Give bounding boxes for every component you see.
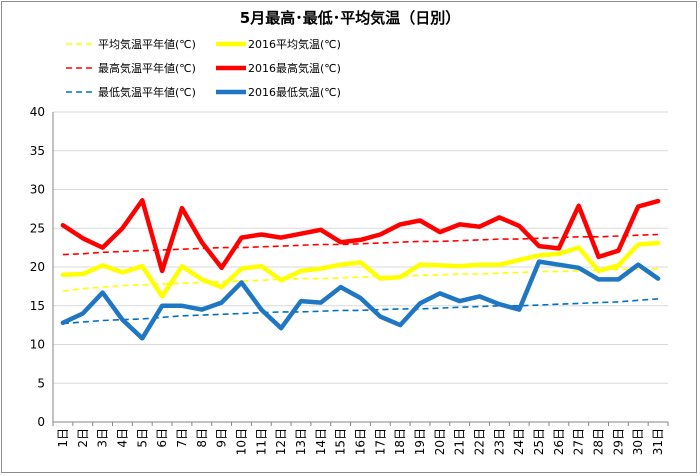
y-tick-label: 5 [37,376,45,390]
x-tick-label: 10日 [234,428,248,455]
y-tick-label: 10 [30,338,45,352]
x-tick-label: 15日 [334,428,348,455]
x-tick-label: 27日 [572,428,586,455]
y-tick-label: 0 [37,415,45,429]
series-line-3 [60,198,661,274]
y-tick-label: 35 [30,144,45,158]
legend-label-1: 2016平均気温(℃) [248,37,341,51]
x-tick-label: 2日 [76,428,90,448]
grid-lines [52,111,668,423]
x-tick-label: 1日 [56,428,70,448]
x-tick-label: 31日 [651,428,665,455]
legend-label-4: 最低気温平年値(℃) [98,85,196,99]
x-tick-label: 17日 [373,428,387,455]
x-tick-label: 8日 [195,428,209,448]
x-tick-label: 22日 [473,428,487,455]
x-tick-label: 16日 [354,428,368,455]
x-axis-ticks: 1日 2日 3日 4日 5日 6日 7日 8日 9日 10日 11日 12日 13日 14日 15日 16日 1… [52,422,669,455]
legend-label-2: 最高気温平年値(℃) [98,61,196,75]
y-tick-label: 30 [30,183,45,197]
y-axis-ticks: 0 5 10 15 20 25 30 35 40 [30,105,45,429]
x-tick-label: 19日 [413,428,427,455]
x-tick-label: 5日 [135,428,149,448]
x-tick-label: 4日 [115,428,129,448]
series-line-1 [60,240,661,299]
x-tick-label: 24日 [512,428,526,455]
legend-label-3: 2016最高気温(℃) [248,61,341,75]
x-tick-label: 28日 [592,428,606,455]
x-tick-label: 29日 [611,428,625,455]
y-tick-label: 25 [30,221,45,235]
x-tick-label: 20日 [433,428,447,455]
y-tick-label: 20 [30,260,45,274]
legend-label-5: 2016最低気温(℃) [248,85,341,99]
x-tick-label: 26日 [552,428,566,455]
x-tick-label: 7日 [175,428,189,448]
x-tick-label: 25日 [532,428,546,455]
x-tick-label: 18日 [393,428,407,455]
legend-label-0: 平均気温平年値(℃) [98,37,196,51]
x-tick-label: 14日 [314,428,328,455]
x-tick-label: 9日 [215,428,229,448]
x-tick-label: 21日 [453,428,467,455]
x-tick-label: 3日 [96,428,110,448]
x-tick-label: 12日 [274,428,288,455]
legend: 平均気温平年値(℃) 2016平均気温(℃) 最高気温平年値(℃) 2016最高気温(… [66,37,341,99]
chart-title: 5月最高･最低･平均気温（日別） [240,9,460,27]
series-line-5 [60,259,661,341]
x-tick-label: 11日 [254,428,268,455]
y-tick-label: 40 [30,105,45,119]
x-tick-label: 30日 [631,428,645,455]
x-tick-label: 23日 [492,428,506,455]
x-tick-label: 13日 [294,428,308,455]
series-lines [60,198,661,341]
x-tick-label: 6日 [155,428,169,448]
y-tick-label: 15 [30,299,45,313]
